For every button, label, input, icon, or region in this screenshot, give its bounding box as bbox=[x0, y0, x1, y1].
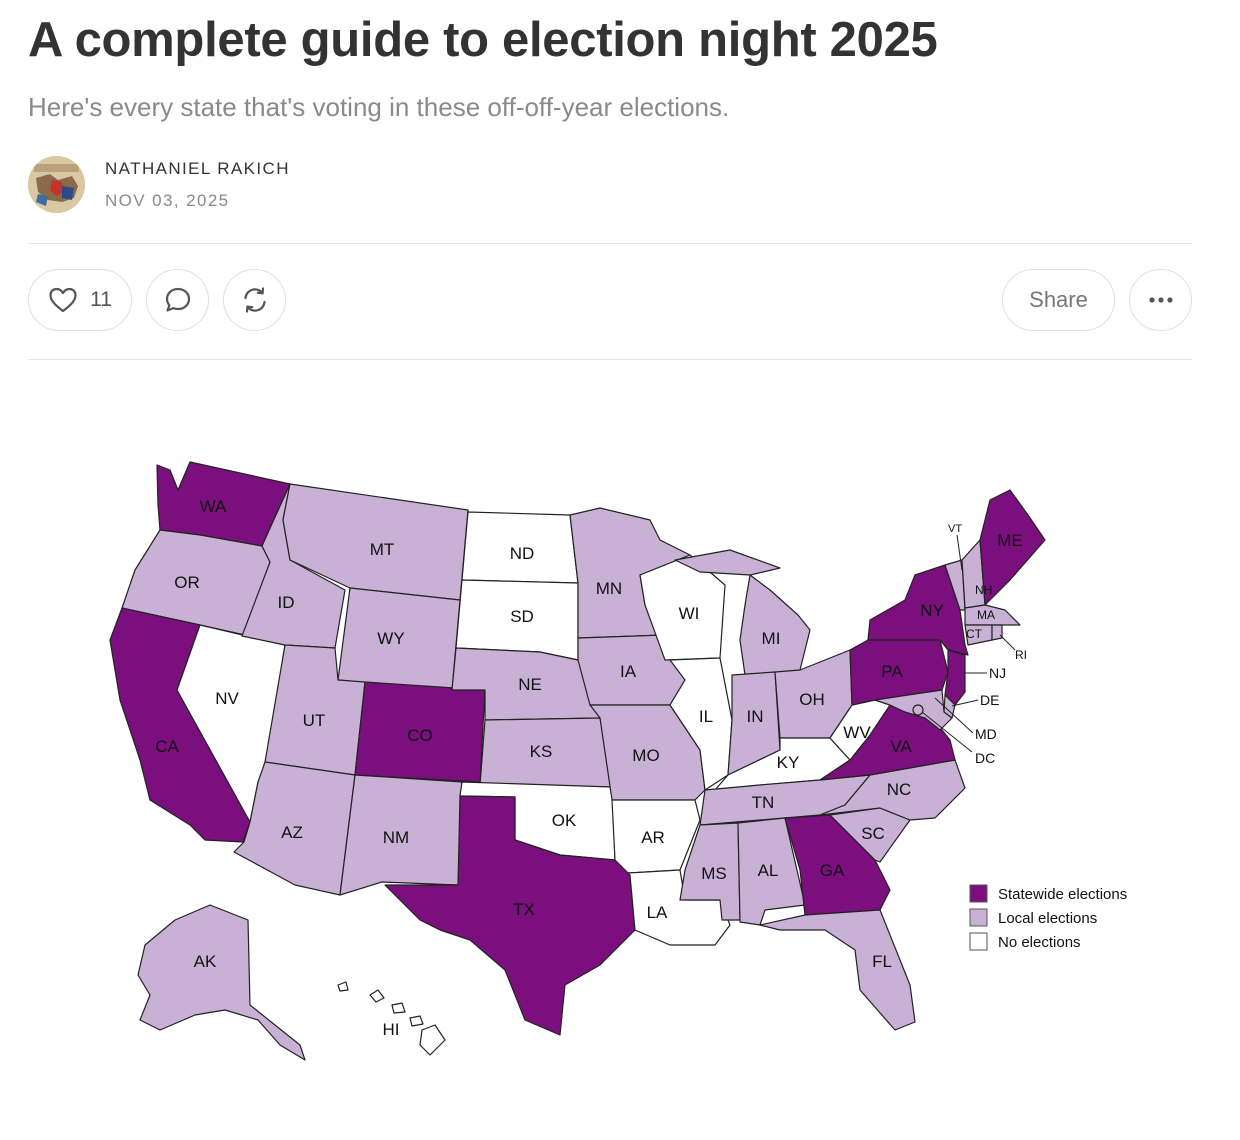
label-MS: MS bbox=[701, 864, 727, 883]
author-avatar[interactable] bbox=[28, 156, 85, 213]
header-divider bbox=[28, 243, 1192, 244]
like-button[interactable]: 11 bbox=[28, 269, 132, 331]
like-count: 11 bbox=[90, 288, 112, 311]
map-legend: Statewide elections Local elections No e… bbox=[969, 884, 1127, 951]
legend-label-none: No elections bbox=[998, 934, 1081, 951]
label-NH: NH bbox=[975, 583, 992, 597]
label-MD: MD bbox=[975, 726, 997, 742]
comment-button[interactable] bbox=[146, 269, 209, 331]
label-IN: IN bbox=[747, 707, 764, 726]
label-NC: NC bbox=[887, 780, 912, 799]
label-WA: WA bbox=[200, 497, 227, 516]
label-TN: TN bbox=[752, 793, 775, 812]
label-TX: TX bbox=[513, 900, 535, 919]
legend-swatch-statewide bbox=[969, 884, 988, 903]
more-icon bbox=[1148, 297, 1173, 303]
label-WY: WY bbox=[377, 629, 404, 648]
actions-divider bbox=[28, 359, 1192, 360]
state-AK[interactable] bbox=[137, 904, 306, 1061]
label-DE: DE bbox=[980, 692, 999, 708]
label-AL: AL bbox=[758, 861, 779, 880]
label-AZ: AZ bbox=[281, 823, 303, 842]
state-NM[interactable] bbox=[339, 774, 463, 896]
state-ME[interactable] bbox=[979, 489, 1046, 606]
label-NE: NE bbox=[518, 675, 542, 694]
label-ID: ID bbox=[278, 593, 295, 612]
label-VT: VT bbox=[948, 523, 962, 535]
label-ND: ND bbox=[510, 544, 535, 563]
label-SD: SD bbox=[510, 607, 534, 626]
label-KS: KS bbox=[530, 742, 553, 761]
state-NC[interactable] bbox=[819, 759, 966, 821]
label-OR: OR bbox=[174, 573, 200, 592]
label-MN: MN bbox=[596, 579, 622, 598]
state-FL[interactable] bbox=[759, 909, 916, 1031]
publish-date: NOV 03, 2025 bbox=[105, 191, 230, 210]
label-AK: AK bbox=[194, 952, 217, 971]
label-GA: GA bbox=[820, 861, 845, 880]
state-RI[interactable] bbox=[991, 624, 1003, 641]
heart-icon bbox=[49, 287, 77, 313]
label-MI: MI bbox=[762, 629, 781, 648]
label-WV: WV bbox=[843, 723, 871, 742]
label-LA: LA bbox=[647, 903, 668, 922]
label-IA: IA bbox=[620, 662, 637, 681]
label-CT: CT bbox=[966, 627, 983, 641]
legend-label-statewide: Statewide elections bbox=[998, 886, 1127, 903]
label-PA: PA bbox=[881, 662, 903, 681]
legend-swatch-local bbox=[969, 908, 988, 927]
legend-swatch-none bbox=[969, 932, 988, 951]
label-KY: KY bbox=[777, 753, 800, 772]
state-NJ[interactable] bbox=[944, 649, 966, 706]
label-NY: NY bbox=[920, 601, 944, 620]
label-SC: SC bbox=[861, 824, 885, 843]
author-name[interactable]: NATHANIEL RAKICH bbox=[105, 159, 290, 178]
label-VA: VA bbox=[890, 737, 912, 756]
label-NM: NM bbox=[383, 828, 409, 847]
label-IL: IL bbox=[699, 707, 713, 726]
label-FL: FL bbox=[872, 952, 892, 971]
label-RI: RI bbox=[1015, 648, 1027, 662]
label-OK: OK bbox=[552, 811, 577, 830]
avatar-image bbox=[28, 156, 85, 213]
label-CO: CO bbox=[407, 726, 433, 745]
label-UT: UT bbox=[303, 711, 326, 730]
election-map: WA OR CA NV ID MT WY UT CO AZ NM ND SD N… bbox=[109, 461, 1127, 1061]
state-TX[interactable] bbox=[384, 795, 636, 1036]
state-DC[interactable] bbox=[912, 704, 924, 716]
label-HI: HI bbox=[383, 1020, 400, 1039]
label-MT: MT bbox=[370, 540, 395, 559]
map-labels: WA OR CA NV ID MT WY UT CO AZ NM ND SD N… bbox=[155, 497, 1027, 1039]
restack-button[interactable] bbox=[223, 269, 286, 331]
article-title: A complete guide to election night 2025 bbox=[28, 13, 938, 67]
label-ME: ME bbox=[997, 531, 1023, 550]
article-subtitle: Here's every state that's voting in thes… bbox=[28, 92, 730, 122]
map-states bbox=[109, 461, 1046, 1061]
label-AR: AR bbox=[641, 828, 665, 847]
state-HI[interactable] bbox=[337, 981, 446, 1056]
more-button[interactable] bbox=[1129, 269, 1192, 331]
restack-icon bbox=[243, 287, 266, 313]
label-MO: MO bbox=[632, 746, 659, 765]
label-CA: CA bbox=[155, 737, 179, 756]
label-DC: DC bbox=[975, 750, 995, 766]
label-OH: OH bbox=[799, 690, 825, 709]
label-NV: NV bbox=[215, 689, 239, 708]
label-WI: WI bbox=[679, 604, 700, 623]
label-NJ: NJ bbox=[989, 665, 1006, 681]
share-button[interactable]: Share bbox=[1002, 269, 1115, 331]
legend-label-local: Local elections bbox=[998, 910, 1097, 927]
share-label: Share bbox=[1029, 287, 1088, 312]
comment-icon bbox=[165, 287, 190, 312]
label-MA: MA bbox=[977, 608, 995, 622]
